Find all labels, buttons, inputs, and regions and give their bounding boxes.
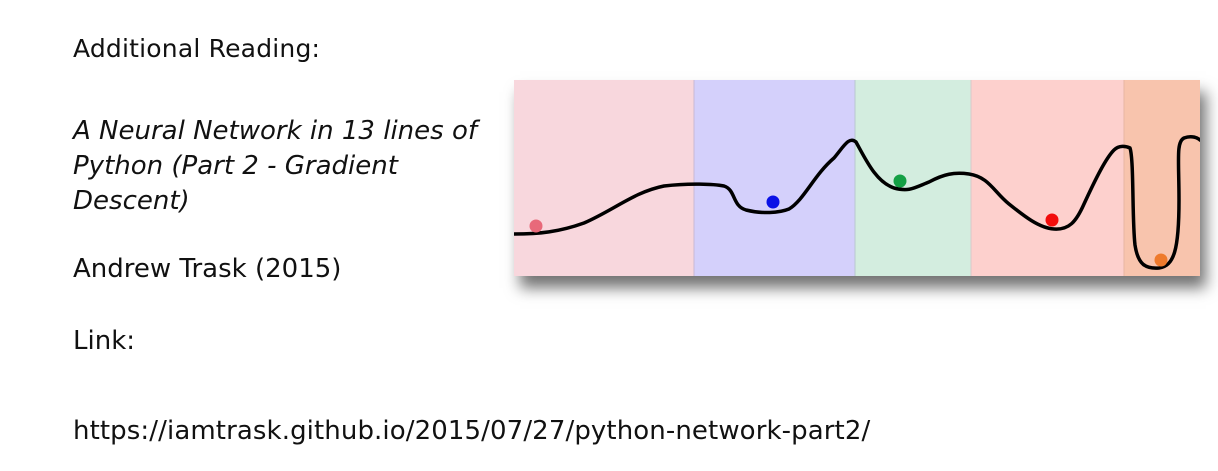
band-4 [971, 80, 1124, 276]
reference-author: Andrew Trask (2015) [73, 254, 342, 284]
ball-blue [766, 195, 780, 209]
band-1 [514, 80, 694, 276]
reference-link[interactable]: https://iamtrask.github.io/2015/07/27/py… [73, 416, 871, 446]
gradient-descent-figure [514, 80, 1200, 276]
band-3 [855, 80, 971, 276]
heading: Additional Reading: [73, 34, 321, 63]
link-label: Link: [73, 326, 136, 356]
band-2 [694, 80, 855, 276]
band-5 [1124, 80, 1200, 276]
ball-green [893, 174, 907, 188]
ball-red [1045, 213, 1059, 227]
ball-pink [529, 219, 543, 233]
ball-orange [1154, 253, 1168, 267]
loss-landscape-illustration [514, 80, 1200, 276]
reference-title: A Neural Network in 13 lines of Python (… [73, 116, 478, 216]
loss-curve [514, 135, 1200, 270]
